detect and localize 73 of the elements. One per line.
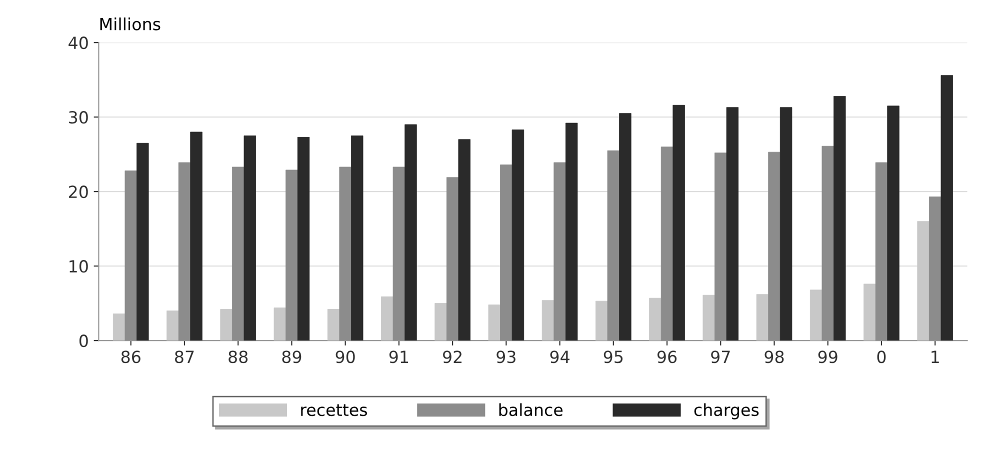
bar [404, 124, 417, 341]
bar [274, 308, 286, 341]
bar [297, 136, 310, 341]
bar [232, 166, 244, 341]
bar [768, 152, 780, 341]
y-tick-label: 10 [70, 260, 88, 273]
x-tick-label: 92 [443, 350, 462, 364]
legend-label: charges [694, 403, 759, 420]
bar [917, 221, 930, 341]
x-tick-label: 91 [389, 350, 408, 364]
bar [887, 106, 900, 341]
bar [619, 113, 632, 341]
bar [554, 162, 566, 341]
bar [124, 170, 137, 341]
bar [810, 290, 822, 341]
bar [434, 303, 447, 341]
y-tick-label: 20 [68, 186, 88, 198]
x-tick-label: 94 [550, 350, 570, 364]
x-tick-label: 89 [282, 350, 302, 364]
y-axis-title: Millions [100, 18, 160, 30]
x-tick-label: 90 [336, 350, 355, 364]
bar [112, 314, 126, 341]
bar [875, 162, 888, 341]
x-tick-label: 99 [818, 350, 838, 364]
y-tick-label: 40 [68, 36, 88, 50]
bar [726, 107, 739, 341]
x-tick-label: 88 [228, 350, 248, 364]
bar [446, 177, 459, 341]
bar [488, 304, 500, 341]
bar [190, 132, 202, 341]
bar [286, 170, 298, 341]
x-tick-label: 86 [121, 350, 140, 364]
bar [381, 296, 394, 341]
bar [864, 284, 876, 341]
bar [714, 152, 727, 341]
x-tick-label: 96 [657, 350, 677, 364]
bar [672, 104, 685, 341]
bar [339, 166, 352, 341]
bar [351, 135, 364, 341]
bar [660, 146, 674, 341]
y-tick-label: 0 [79, 334, 88, 348]
x-tick-label: 95 [604, 350, 623, 364]
bar [542, 300, 554, 341]
bar [607, 150, 620, 341]
bar [220, 309, 232, 341]
legend-label: recettes [301, 404, 367, 416]
bar [166, 310, 179, 341]
bar [392, 166, 406, 341]
bar [822, 146, 834, 341]
x-tick-label: 93 [496, 350, 516, 364]
bar [458, 139, 470, 341]
bar [244, 135, 256, 341]
bar [780, 107, 792, 341]
x-tick-label: 0 [877, 350, 886, 364]
bar [596, 300, 608, 341]
bar [327, 309, 340, 341]
bar [178, 162, 191, 341]
bar [834, 96, 846, 341]
bar [702, 294, 715, 341]
bar [500, 164, 512, 341]
x-tick-label: 97 [711, 350, 730, 364]
bar [136, 142, 149, 341]
legend-label: balance [499, 403, 563, 416]
y-tick-label: 30 [69, 111, 88, 124]
x-tick-label: 87 [175, 350, 194, 364]
bar [565, 122, 578, 341]
x-tick-label: 1 [932, 350, 939, 363]
bar [512, 130, 524, 341]
x-tick-label: 98 [764, 350, 784, 364]
bar [756, 294, 769, 341]
bar [649, 298, 662, 341]
bar [940, 75, 953, 341]
bar [928, 196, 942, 341]
